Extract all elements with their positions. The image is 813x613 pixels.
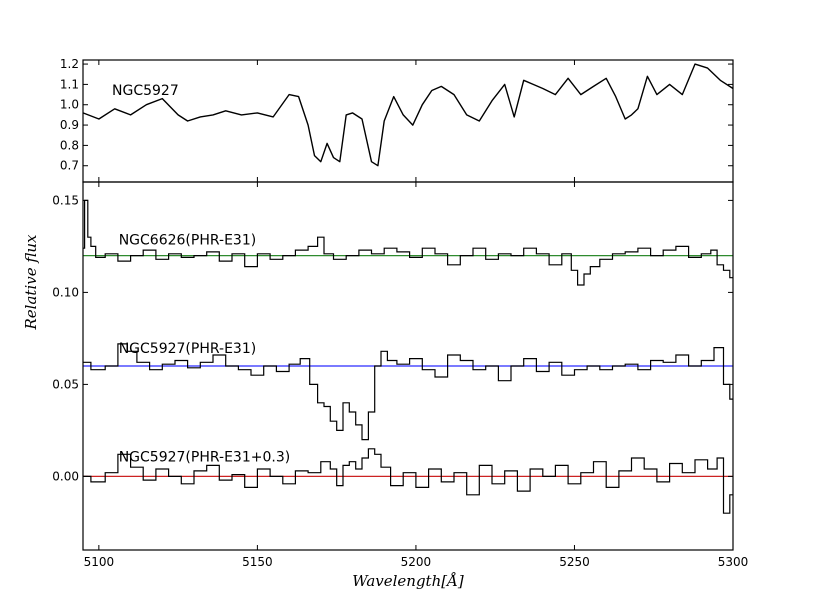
bottom-spectrum-line [83, 343, 733, 441]
top-y-tick-label: 1.2 [60, 57, 79, 71]
top-y-tick-label: 0.7 [60, 159, 79, 173]
top-y-ticks: 0.7 0.8 0.9 1.0 1.1 1.2 [60, 57, 733, 173]
spectrum-annotation: NGC5927(PHR-E31) [119, 341, 257, 357]
y-axis-label: Relative flux [22, 234, 40, 331]
x-tick-label: 5150 [242, 555, 273, 569]
reference-lines [83, 255, 733, 477]
x-tick-label: 5200 [401, 555, 432, 569]
x-tick-label: 5300 [718, 555, 749, 569]
top-spectrum-layer [82, 63, 734, 167]
top-annotation: NGC5927 [112, 83, 179, 99]
bottom-y-tick-label: 0.00 [52, 469, 79, 483]
top-spectrum-line [82, 63, 734, 167]
x-tick-label: 5100 [84, 555, 115, 569]
top-y-tick-label: 0.9 [60, 118, 79, 132]
bottom-annotations: NGC6626(PHR-E31) NGC5927(PHR-E31) NGC5927(… [119, 233, 291, 466]
spectrum-annotation: NGC5927(PHR-E31+0.3) [119, 450, 291, 466]
bottom-panel: 0.00 0.05 0.10 0.15 5100 5150 5200 5250 5300 NG… [52, 60, 748, 569]
bottom-y-ticks: 0.00 0.05 0.10 0.15 [52, 193, 733, 483]
spectrum-annotation: NGC6626(PHR-E31) [119, 233, 257, 249]
top-y-tick-label: 1.0 [60, 98, 79, 112]
top-y-tick-label: 1.1 [60, 77, 79, 91]
x-ticks: 5100 5150 5200 5250 5300 [84, 60, 749, 569]
bottom-spectra-layer [83, 199, 733, 514]
x-axis-label: Wavelength[Å] [352, 572, 464, 590]
bottom-frame [82, 181, 734, 551]
bottom-spectrum-line [83, 448, 733, 514]
bottom-y-tick-label: 0.15 [52, 193, 79, 207]
top-y-tick-label: 0.8 [60, 138, 79, 152]
bottom-y-tick-label: 0.10 [52, 285, 79, 299]
top-panel: 0.7 0.8 0.9 1.0 1.1 1.2 NGC5927 [60, 57, 734, 183]
bottom-y-tick-label: 0.05 [52, 377, 79, 391]
x-tick-label: 5250 [559, 555, 590, 569]
bottom-spectrum-line [83, 199, 733, 286]
